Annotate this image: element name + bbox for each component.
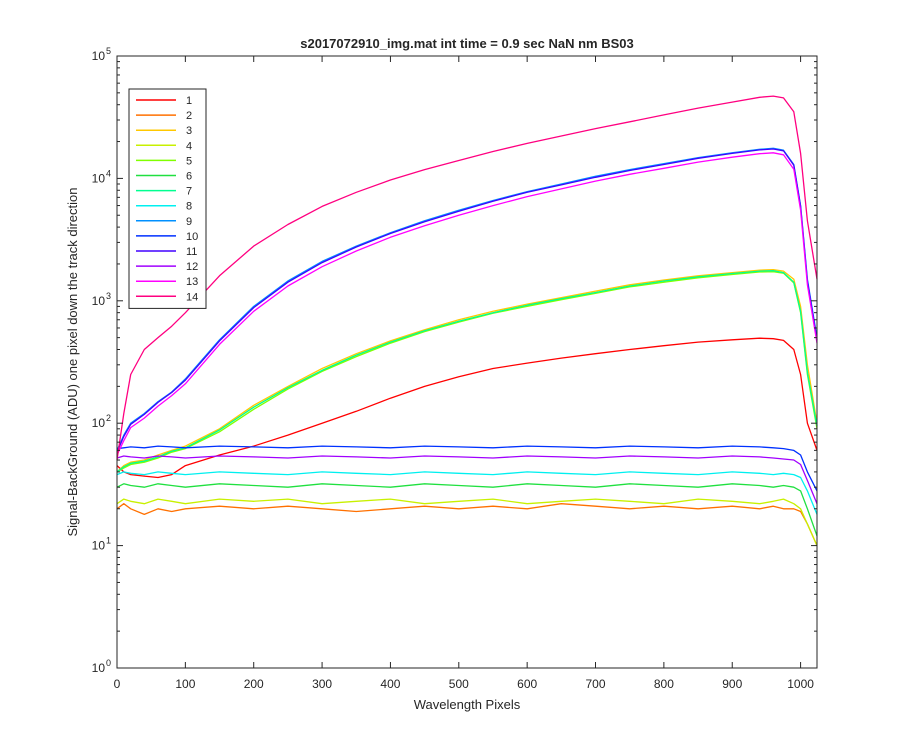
y-tick-label: 10 bbox=[92, 49, 106, 63]
x-tick-label: 500 bbox=[449, 677, 469, 691]
series-line-6 bbox=[116, 483, 818, 537]
legend-label-10: 10 bbox=[186, 231, 198, 243]
x-tick-label: 800 bbox=[654, 677, 674, 691]
series-line-4 bbox=[116, 498, 818, 546]
series-line-5 bbox=[116, 271, 818, 473]
legend-label-2: 2 bbox=[186, 110, 192, 122]
legend-label-6: 6 bbox=[186, 171, 192, 183]
x-axis-label: Wavelength Pixels bbox=[414, 697, 521, 712]
legend-label-9: 9 bbox=[186, 216, 192, 228]
series-line-10 bbox=[116, 445, 818, 492]
legend-label-12: 12 bbox=[186, 261, 198, 273]
x-tick-label: 700 bbox=[586, 677, 606, 691]
series-line-8 bbox=[116, 471, 818, 515]
legend-label-14: 14 bbox=[186, 291, 198, 303]
y-tick-exponent: 0 bbox=[106, 658, 111, 668]
legend-label-5: 5 bbox=[186, 155, 192, 167]
y-tick-label: 10 bbox=[92, 171, 106, 185]
legend-box bbox=[128, 88, 207, 309]
y-tick-exponent: 3 bbox=[106, 291, 111, 301]
y-tick-label: 10 bbox=[92, 294, 106, 308]
x-tick-label: 300 bbox=[312, 677, 332, 691]
series-line-12 bbox=[116, 455, 818, 504]
y-axis-label: Signal-BackGround (ADU) one pixel down t… bbox=[65, 187, 80, 536]
y-tick-label: 10 bbox=[92, 416, 106, 430]
y-tick-exponent: 2 bbox=[106, 413, 111, 423]
chart-title: s2017072910_img.mat int time = 0.9 sec N… bbox=[300, 36, 634, 51]
series-line-11 bbox=[116, 148, 818, 453]
legend-label-3: 3 bbox=[186, 125, 192, 137]
legend-label-11: 11 bbox=[186, 246, 197, 258]
series-line-3 bbox=[116, 268, 818, 473]
legend-label-7: 7 bbox=[186, 186, 192, 198]
legend-label-4: 4 bbox=[186, 140, 192, 152]
x-tick-label: 900 bbox=[722, 677, 742, 691]
x-tick-label: 100 bbox=[175, 677, 195, 691]
legend-label-1: 1 bbox=[186, 95, 192, 107]
y-tick-exponent: 5 bbox=[106, 46, 111, 56]
y-tick-label: 10 bbox=[92, 539, 106, 553]
legend-label-13: 13 bbox=[186, 276, 198, 288]
y-tick-exponent: 4 bbox=[106, 168, 111, 178]
series-line-7 bbox=[116, 270, 818, 473]
y-tick-label: 10 bbox=[92, 661, 106, 675]
y-tick-exponent: 1 bbox=[106, 536, 111, 546]
series-line-2 bbox=[116, 503, 818, 546]
x-tick-label: 400 bbox=[380, 677, 400, 691]
x-tick-label: 0 bbox=[114, 677, 121, 691]
plot-area-frame bbox=[116, 55, 818, 669]
series-line-1 bbox=[116, 337, 818, 479]
x-tick-label: 1000 bbox=[787, 677, 814, 691]
series-line-13 bbox=[116, 152, 818, 456]
series-layer bbox=[116, 95, 818, 546]
x-tick-label: 600 bbox=[517, 677, 537, 691]
series-line-14 bbox=[116, 95, 818, 461]
x-tick-label: 200 bbox=[244, 677, 264, 691]
series-line-9 bbox=[116, 147, 818, 451]
legend-label-8: 8 bbox=[186, 201, 192, 213]
